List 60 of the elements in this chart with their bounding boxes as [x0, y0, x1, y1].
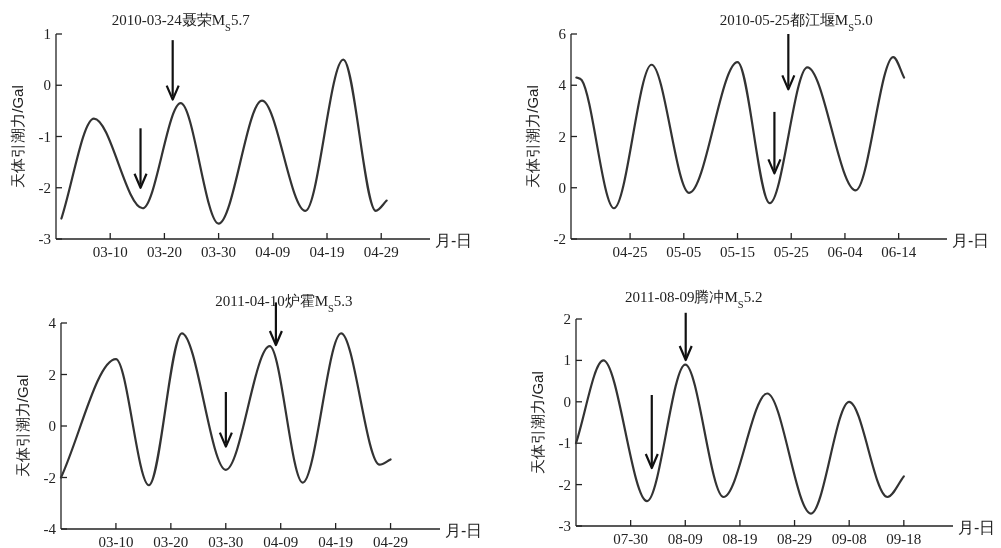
y-axis-title: 天体引潮力/Gal: [9, 85, 26, 188]
x-tick-label: 09-18: [886, 531, 922, 547]
chart-title: 2010-05-25都江堰M$_{S}$5.0: [719, 12, 873, 33]
x-tick-label: 05-25: [773, 244, 809, 260]
x-tick-label: 04-29: [363, 244, 399, 260]
x-tick-label: 06-14: [881, 244, 917, 260]
x-axis-title: 月-日: [952, 232, 990, 249]
x-axis-title: 月-日: [435, 232, 473, 249]
x-tick-label: 03-20: [146, 244, 182, 260]
x-tick-label: 09-08: [831, 531, 867, 547]
x-tick-label: 04-09: [263, 534, 299, 548]
y-tick-label: 0: [43, 77, 51, 94]
x-tick-label: 07-30: [613, 531, 649, 547]
chart-title: 2010-03-24聂荣M$_{S}$5.7: [111, 12, 251, 33]
x-axis-title: 月-日: [958, 519, 996, 536]
y-tick-label: -3: [558, 518, 571, 534]
y-tick-label: 0: [558, 179, 566, 196]
line-series: [575, 55, 906, 210]
x-tick-label: 03-20: [153, 534, 189, 548]
y-tick-label: -1: [558, 435, 571, 452]
x-tick-label: 08-19: [722, 531, 758, 547]
y-tick-label: -2: [38, 179, 51, 196]
x-tick-label: 04-25: [612, 244, 648, 260]
x-tick-label: 05-15: [720, 244, 756, 260]
y-tick-label: 2: [558, 128, 566, 145]
y-axis-title: 天体引潮力/Gal: [529, 371, 546, 474]
y-tick-label: -2: [558, 476, 571, 493]
x-tick-label: 08-29: [777, 531, 813, 547]
line-series: [60, 58, 388, 225]
y-tick-label: 4: [48, 315, 57, 331]
y-tick-label: 6: [558, 26, 567, 42]
chart-title: 2011-08-09腾冲M$_{S}$5.2: [625, 289, 763, 310]
x-tick-label: 04-29: [373, 534, 409, 548]
y-tick-label: -2: [553, 231, 566, 247]
line-series: [574, 359, 905, 515]
x-tick-label: 08-09: [667, 531, 703, 547]
y-tick-label: 0: [48, 418, 56, 434]
y-tick-label: 1: [563, 352, 571, 369]
y-tick-label: -2: [43, 469, 56, 486]
y-tick-label: 1: [43, 26, 51, 42]
y-tick-label: -3: [38, 231, 51, 247]
x-tick-label: 06-04: [827, 244, 863, 260]
y-tick-label: 2: [563, 311, 571, 327]
y-tick-label: -1: [38, 128, 51, 145]
x-tick-label: 04-19: [309, 244, 345, 260]
x-tick-label: 03-10: [92, 244, 128, 260]
x-tick-label: 04-09: [255, 244, 291, 260]
y-tick-label: -4: [43, 521, 57, 537]
x-tick-label: 03-30: [201, 244, 237, 260]
x-tick-label: 03-10: [98, 534, 134, 548]
x-tick-label: 03-30: [208, 534, 244, 548]
x-tick-label: 05-05: [666, 244, 702, 260]
x-tick-label: 04-19: [318, 534, 354, 548]
x-axis-title: 月-日: [445, 522, 483, 539]
y-axis-title: 天体引潮力/Gal: [14, 374, 31, 478]
y-tick-label: 4: [558, 77, 567, 94]
y-tick-label: 0: [563, 393, 571, 410]
y-tick-label: 2: [48, 366, 56, 383]
chart-title: 2011-04-10炉霍M$_{S}$5.3: [215, 293, 353, 314]
y-axis-title: 天体引潮力/Gal: [524, 85, 541, 188]
